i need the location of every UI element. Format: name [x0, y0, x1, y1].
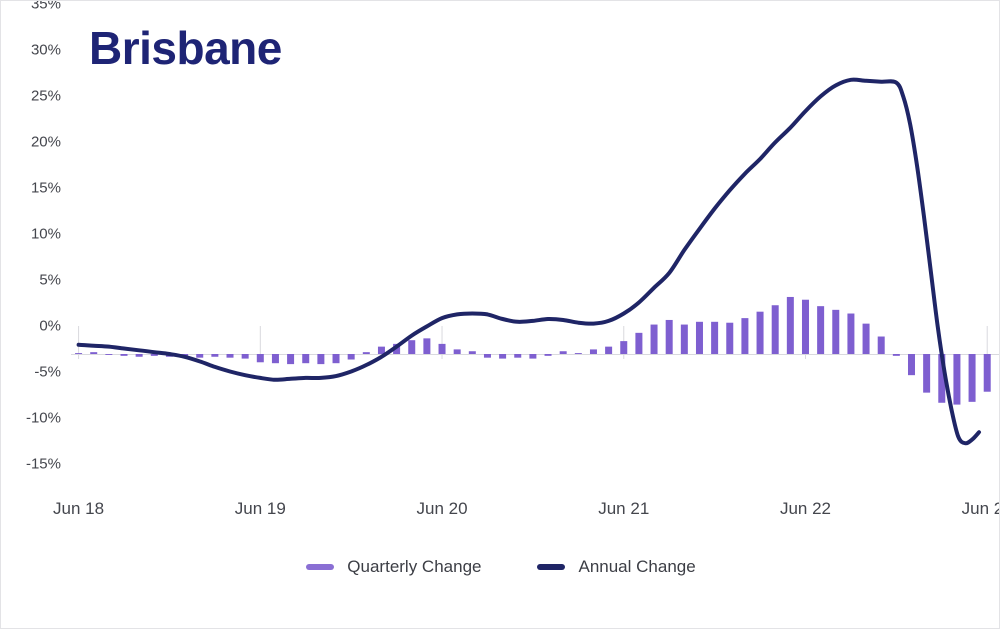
y-axis-tick: -10%	[25, 409, 61, 427]
quarterly-change-bar	[347, 354, 355, 360]
y-axis-tick: 15%	[30, 179, 61, 197]
quarterly-change-bar	[877, 336, 885, 354]
y-axis-tick: 0%	[39, 317, 61, 335]
chart-legend: Quarterly Change Annual Change	[1, 557, 999, 577]
quarterly-change-bar	[332, 354, 340, 364]
quarterly-change-bar	[892, 354, 900, 356]
quarterly-change-bar	[923, 354, 931, 393]
quarterly-change-bar	[938, 354, 946, 403]
quarterly-change-bar	[75, 353, 83, 354]
legend-label: Annual Change	[578, 557, 696, 576]
quarterly-change-bar	[665, 319, 673, 354]
quarterly-change-bar	[90, 352, 98, 354]
quarterly-change-bar	[741, 318, 749, 354]
y-axis-tick: 30%	[30, 41, 61, 59]
legend-item[interactable]: Annual Change	[537, 557, 696, 577]
quarterly-change-bar	[317, 354, 325, 365]
quarterly-change-bar	[559, 351, 567, 354]
quarterly-change-bar	[771, 305, 779, 354]
quarterly-change-bar	[271, 354, 279, 364]
quarterly-change-bar	[953, 354, 961, 405]
x-axis-tick: Jun 22	[779, 499, 832, 518]
quarterly-change-bar	[453, 349, 461, 354]
y-axis-tick: 35%	[30, 0, 61, 13]
plot-area	[75, 77, 991, 446]
quarterly-change-bar	[907, 354, 915, 376]
y-axis-tick: 25%	[30, 87, 61, 105]
quarterly-change-bar	[680, 324, 688, 354]
quarterly-change-bar	[817, 306, 825, 354]
quarterly-change-bar	[499, 354, 507, 359]
quarterly-change-bar	[423, 338, 431, 354]
quarterly-change-bar	[377, 346, 385, 354]
legend-item[interactable]: Quarterly Change	[306, 557, 481, 577]
quarterly-change-bar	[786, 296, 794, 354]
y-axis-labels: 35% 30% 25% 20% 15% 10% 5% 0% -5% -10% -15%	[1, 1, 69, 491]
quarterly-change-bar	[801, 299, 809, 354]
quarterly-change-bar	[226, 354, 234, 358]
annual-change-line	[76, 77, 981, 446]
quarterly-change-bar	[574, 353, 582, 354]
quarterly-change-bar	[544, 354, 552, 356]
legend-label: Quarterly Change	[347, 557, 482, 576]
y-axis-tick: 10%	[30, 225, 61, 243]
quarterly-change-bar	[211, 354, 219, 357]
quarterly-change-bar	[756, 311, 764, 354]
x-axis-tick: Jun 20	[416, 499, 468, 518]
y-axis-tick: -5%	[34, 363, 61, 381]
quarterly-change-bar	[302, 354, 310, 364]
x-axis-tick: Jun 19	[234, 499, 286, 518]
quarterly-change-bar	[438, 343, 446, 354]
quarterly-change-bar	[529, 354, 537, 359]
quarterly-change-bar	[711, 321, 719, 354]
quarterly-change-bar	[968, 354, 976, 402]
quarterly-change-bar	[726, 322, 734, 354]
quarterly-change-bar	[256, 354, 264, 363]
quarterly-change-bar	[120, 354, 128, 356]
quarterly-change-bar	[589, 349, 597, 354]
y-axis-tick: 5%	[39, 271, 61, 289]
quarterly-change-bar	[362, 352, 370, 354]
y-axis-tick: 20%	[30, 133, 61, 151]
quarterly-change-bar	[483, 354, 491, 358]
quarterly-change-bar	[196, 354, 204, 358]
quarterly-change-bar	[105, 354, 113, 355]
quarterly-change-bar	[695, 321, 703, 354]
quarterly-change-bar	[650, 324, 658, 354]
quarterly-change-bar	[862, 323, 870, 354]
quarterly-change-bar	[150, 354, 158, 356]
quarterly-change-bar	[605, 346, 613, 354]
quarterly-change-bar	[514, 354, 522, 358]
quarterly-change-bar	[983, 354, 991, 392]
y-axis-tick: -15%	[25, 455, 61, 473]
x-axis-labels: Jun 18 Jun 19 Jun 20 Jun 21 Jun 22 Jun 23	[1, 499, 999, 533]
quarterly-change-bar	[635, 332, 643, 354]
page-title: Brisbane	[89, 22, 282, 74]
quarterly-change-bar	[241, 354, 249, 359]
quarterly-change-bar	[135, 354, 143, 357]
x-axis-tick: Jun 23	[961, 499, 999, 518]
x-axis-tick: Jun 21	[598, 499, 650, 518]
x-axis-tick: Jun 18	[53, 499, 105, 518]
quarterly-change-bar	[468, 351, 476, 354]
quarterly-change-bar	[287, 354, 295, 365]
legend-swatch-icon	[537, 564, 566, 570]
legend-swatch-icon	[306, 564, 335, 570]
quarterly-change-bar	[832, 309, 840, 354]
quarterly-change-bar	[620, 341, 628, 354]
quarterly-change-bar	[408, 340, 416, 354]
quarterly-change-bar	[847, 313, 855, 354]
